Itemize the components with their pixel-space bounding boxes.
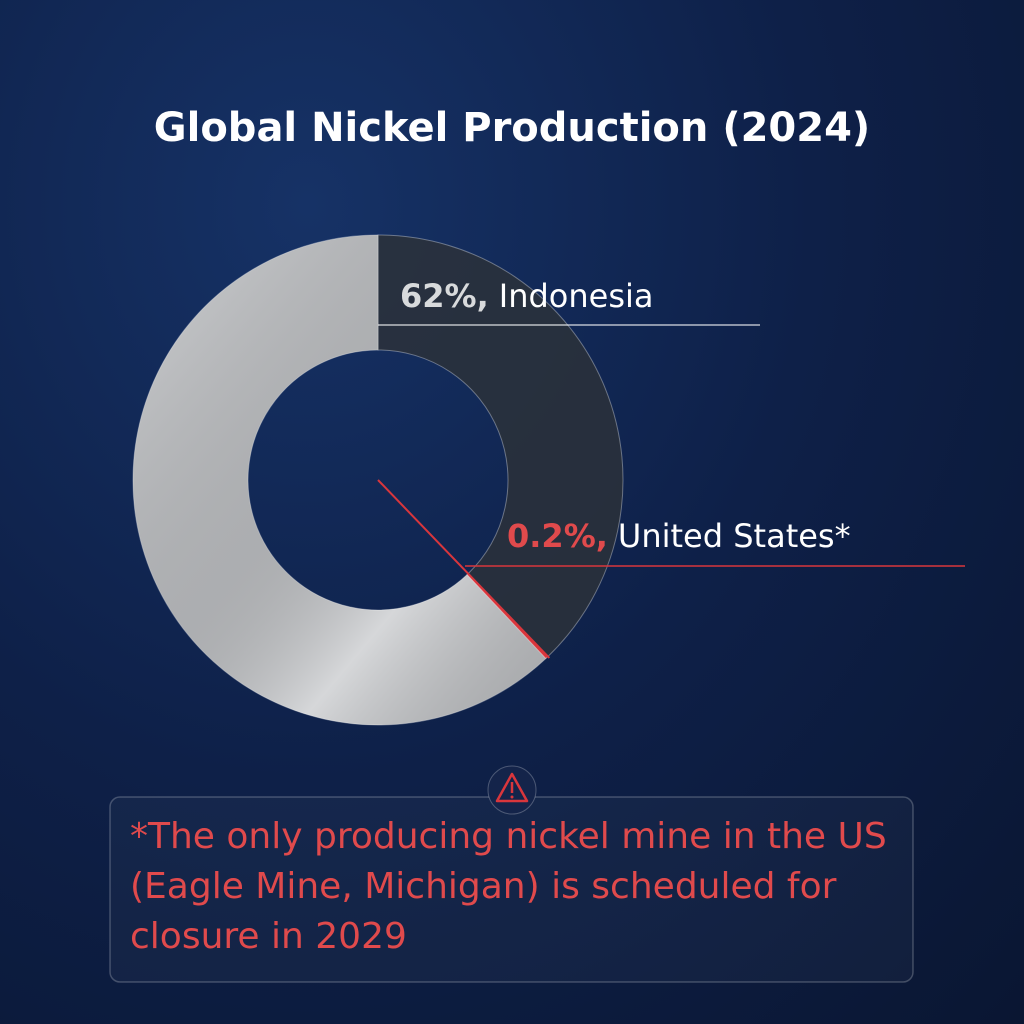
category-label: Indonesia bbox=[499, 277, 654, 315]
category-label: United States* bbox=[618, 517, 851, 555]
chart-title: Global Nickel Production (2024) bbox=[154, 105, 870, 151]
data-label: 0.2%, United States* bbox=[507, 517, 851, 555]
value-label: 0.2%, bbox=[507, 517, 608, 555]
pointer-line bbox=[377, 479, 551, 659]
warning-icon bbox=[487, 765, 537, 815]
slice-sheen bbox=[132, 235, 546, 725]
donut-slice bbox=[377, 234, 624, 658]
annotation: *The only producing nickel mine in the U… bbox=[130, 816, 887, 957]
donut bbox=[132, 234, 624, 726]
data-label: 62%, Indonesia bbox=[400, 277, 654, 315]
labels: 0.2%, United States* 62%, Indonesia bbox=[378, 277, 965, 567]
value-label: 62%, bbox=[400, 277, 489, 315]
